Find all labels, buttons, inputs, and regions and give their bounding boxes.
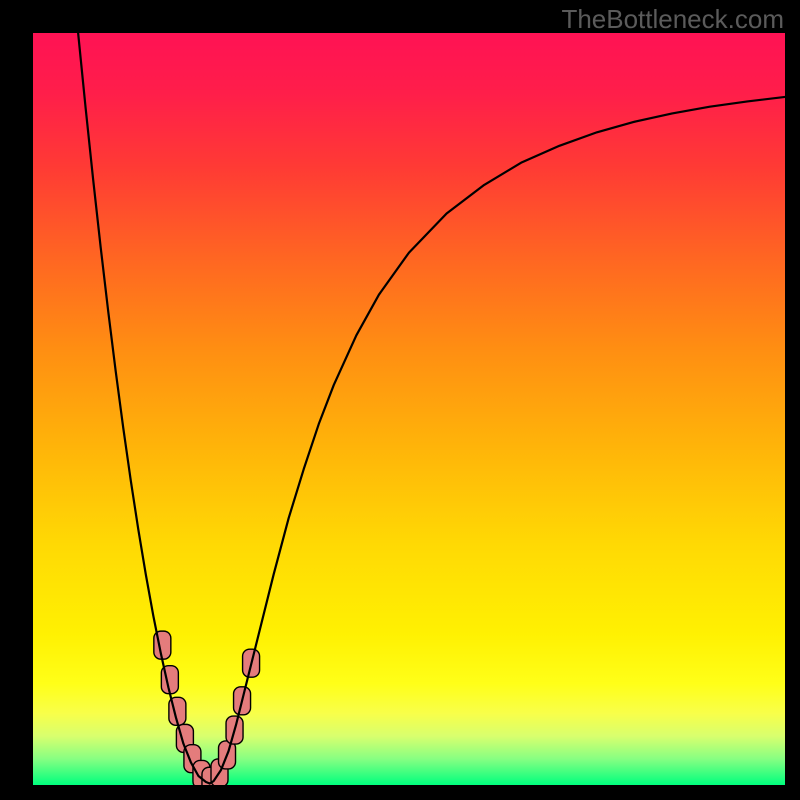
chart-svg xyxy=(33,33,785,785)
chart-container: TheBottleneck.com xyxy=(0,0,800,800)
plot-area xyxy=(33,33,785,785)
gradient-background xyxy=(33,33,785,785)
watermark-text: TheBottleneck.com xyxy=(561,4,784,35)
